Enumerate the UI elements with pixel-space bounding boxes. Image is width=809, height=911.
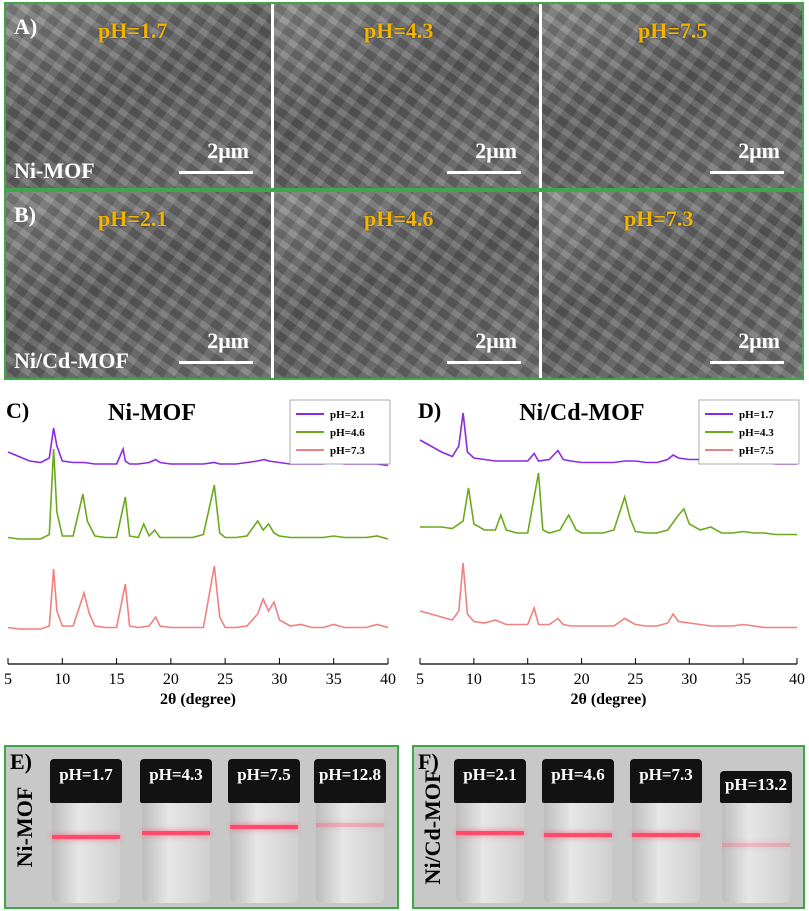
scale-bar	[710, 361, 784, 364]
scale-bar	[179, 171, 253, 174]
photo-side-label: Ni/Cd-MOF	[418, 747, 448, 907]
scale-label: 2μm	[207, 328, 249, 353]
legend-label: pH=2.1	[330, 409, 365, 421]
vial: pH=4.6	[542, 759, 614, 907]
vial: pH=13.2	[720, 759, 792, 907]
sem-image-b1: pH=2.1 2μm	[6, 192, 271, 378]
series-line-pH=4.6	[7, 448, 389, 540]
xrd-plot-d: D) Ni/Cd-MOF 5 10 15 20 25 30 35 40 2θ (degree) pH=…	[416, 398, 805, 708]
x-tick-label: 35	[735, 671, 751, 688]
side-label-text: Ni-MOF	[12, 786, 37, 868]
sem-material-label: Ni/Cd-MOF	[14, 348, 129, 373]
x-tick-label: 40	[380, 671, 396, 688]
laser-beam	[52, 835, 120, 839]
series-line-pH=7.5	[419, 562, 797, 629]
chart-title: Ni-MOF	[108, 400, 196, 426]
vial: pH=1.7	[50, 759, 122, 907]
side-label-text: Ni/Cd-MOF	[420, 769, 445, 885]
x-tick-label: 10	[54, 671, 70, 688]
vial: pH=2.1	[454, 759, 526, 907]
xrd-chart-c: C) Ni-MOF 5 10 15 20 25 30 35 40 2θ (degree) pH=2.1…	[0, 392, 400, 712]
sem-ph-label: pH=7.5	[638, 18, 708, 43]
x-tick-label: 25	[217, 671, 233, 688]
sem-ph-label: pH=2.1	[98, 206, 168, 231]
sem-ph-label: pH=1.7	[98, 18, 168, 43]
series-line-pH=7.3	[7, 565, 389, 630]
sem-ph-label: pH=4.3	[364, 18, 434, 43]
x-tick-label: 30	[271, 671, 287, 688]
photo-side-label: Ni-MOF	[10, 747, 40, 907]
sem-image-a2: pH=4.3 2μm	[274, 4, 539, 188]
sem-row-a: pH=1.7 2μm pH=4.3 2μm pH=7.5 2μm A) Ni-M…	[4, 2, 804, 190]
vial: pH=7.5	[228, 759, 300, 907]
scale-bar	[179, 361, 253, 364]
sem-row-b: pH=2.1 2μm pH=4.6 2μm pH=7.3 2μm B) Ni/C…	[4, 190, 804, 380]
vial-ph-label: pH=2.1	[463, 765, 517, 784]
scale-bar	[447, 361, 521, 364]
xrd-plot-c: C) Ni-MOF 5 10 15 20 25 30 35 40 2θ (degree) pH=2.1…	[4, 398, 396, 708]
legend-label: pH=4.3	[739, 427, 774, 439]
vial-ph-label: pH=1.7	[59, 765, 113, 784]
xrd-chart-d: D) Ni/Cd-MOF 5 10 15 20 25 30 35 40 2θ (degree) pH=…	[412, 392, 809, 712]
laser-beam	[142, 831, 210, 835]
laser-beam	[316, 823, 384, 827]
x-tick-label: 30	[681, 671, 697, 688]
vial-photo-e: E) Ni-MOF pH=1.7 pH=4.3 pH=7.5 pH=12.8	[4, 745, 399, 909]
x-tick-label: 20	[574, 671, 590, 688]
scale-bar	[710, 171, 784, 174]
x-tick-label: 25	[627, 671, 643, 688]
legend-label: pH=7.3	[330, 445, 365, 457]
sem-image-b3: pH=7.3 2μm	[542, 192, 802, 378]
x-tick-label: 35	[326, 671, 342, 688]
vial-ph-label: pH=4.6	[551, 765, 605, 784]
sem-ph-label: pH=4.6	[364, 206, 434, 231]
sem-material-label: Ni-MOF	[14, 158, 95, 183]
chart-title: Ni/Cd-MOF	[519, 400, 644, 426]
panel-letter-e: E)	[10, 749, 32, 774]
x-tick-label: 5	[4, 671, 12, 688]
panel-letter: C)	[6, 398, 29, 423]
vial: pH=4.3	[140, 759, 212, 907]
vial: pH=12.8	[314, 759, 386, 907]
scale-label: 2μm	[738, 138, 780, 163]
laser-beam	[230, 825, 298, 829]
vial-ph-label: pH=7.5	[237, 765, 291, 784]
panel-letter-b: B)	[14, 202, 36, 227]
x-tick-label: 15	[520, 671, 536, 688]
laser-beam	[722, 843, 790, 847]
sem-ph-label: pH=7.3	[624, 206, 694, 231]
x-axis-label: 2θ (degree)	[570, 691, 646, 708]
vial-ph-label: pH=12.8	[318, 765, 382, 784]
scale-bar	[447, 171, 521, 174]
series-line-pH=4.3	[420, 472, 797, 536]
x-tick-label: 40	[789, 671, 805, 688]
legend-label: pH=7.5	[739, 445, 774, 457]
laser-beam	[632, 833, 700, 837]
vial-ph-label: pH=7.3	[639, 765, 693, 784]
vial-photo-f: F) Ni/Cd-MOF pH=2.1 pH=4.6 pH=7.3 pH=13.…	[412, 745, 805, 909]
panel-letter-f: F)	[418, 749, 439, 774]
vial-ph-label: pH=13.2	[724, 775, 788, 794]
x-tick-label: 20	[163, 671, 179, 688]
panel-letter: D)	[418, 398, 441, 423]
scale-label: 2μm	[475, 138, 517, 163]
scale-label: 2μm	[475, 328, 517, 353]
x-tick-label: 15	[109, 671, 125, 688]
panel-letter-a: A)	[14, 14, 38, 39]
laser-beam	[544, 833, 612, 837]
laser-beam	[456, 831, 524, 835]
x-tick-label: 5	[416, 671, 424, 688]
vial-ph-label: pH=4.3	[149, 765, 203, 784]
sem-image-b2: pH=4.6 2μm	[274, 192, 539, 378]
legend-label: pH=1.7	[739, 409, 774, 421]
scale-label: 2μm	[207, 138, 249, 163]
sem-image-a3: pH=7.5 2μm	[542, 4, 802, 188]
sem-image-a1: pH=1.7 2μm	[6, 4, 271, 188]
x-tick-label: 10	[466, 671, 482, 688]
scale-label: 2μm	[738, 328, 780, 353]
vial: pH=7.3	[630, 759, 702, 907]
legend-label: pH=4.6	[330, 427, 365, 439]
x-axis-label: 2θ (degree)	[160, 691, 236, 708]
